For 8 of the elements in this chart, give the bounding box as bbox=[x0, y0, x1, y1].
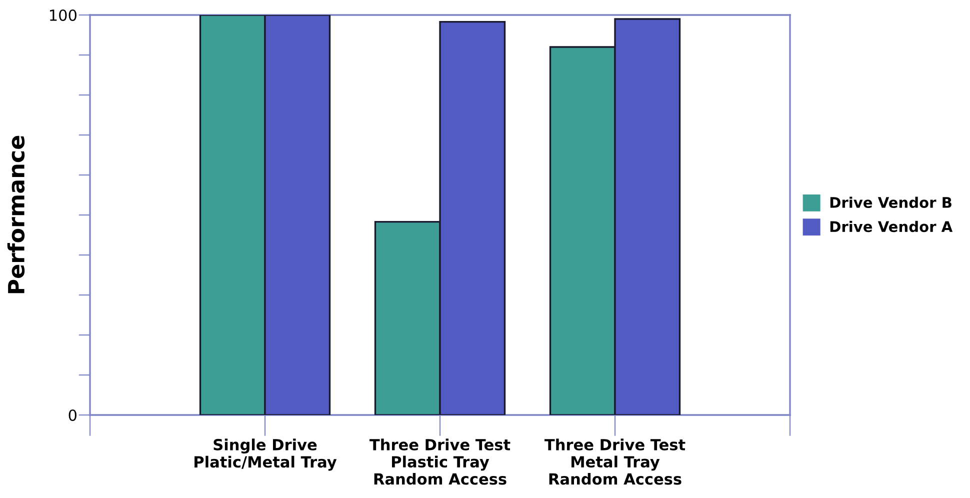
x-tick-label: Single Drive Platic/Metal Tray bbox=[194, 438, 337, 471]
y-tick-label: 100 bbox=[50, 9, 76, 22]
x-tick-label: Three Drive Test Plastic Tray Random Access bbox=[370, 438, 510, 485]
legend-label: Drive Vendor B bbox=[830, 196, 952, 208]
y-tick-label: 0 bbox=[68, 409, 76, 422]
y-axis-title: Performance bbox=[7, 136, 25, 294]
x-tick-label: Three Drive Test Metal Tray Random Access bbox=[544, 438, 686, 485]
legend-label: Drive Vendor A bbox=[830, 220, 953, 232]
